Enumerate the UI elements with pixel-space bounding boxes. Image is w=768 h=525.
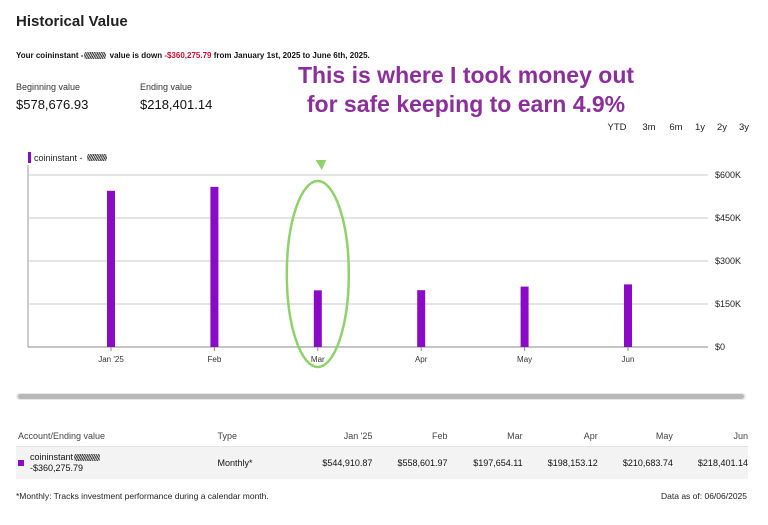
page-title: Historical Value [16, 13, 128, 30]
value-cell-apr: $198,153.12 [547, 458, 598, 468]
account-cell: coininstant -$360,275.79 [16, 452, 218, 474]
y-tick-label: $450K [715, 213, 741, 223]
legend-label: coininstant - [34, 152, 83, 163]
chart-bars [107, 186, 632, 347]
highlight-ellipse [285, 179, 351, 369]
table-header-row: Account/Ending value Type Jan '25 Feb Ma… [16, 426, 748, 447]
col-header-apr: Apr [583, 431, 598, 441]
tab-2y[interactable]: 2y [716, 122, 728, 133]
ending-value-label: Ending value [140, 82, 193, 92]
x-tick-label: Mar [311, 355, 325, 364]
y-tick-label: $0 [715, 342, 725, 352]
annotation-arrow-shaft [320, 160, 326, 168]
beginning-value-label: Beginning value [16, 82, 81, 92]
redacted-scribble [86, 154, 107, 161]
bar [417, 290, 426, 347]
bar [520, 286, 529, 347]
summary-prefix: Your coininstant - [16, 51, 84, 60]
summary-text: Your coininstant - value is down -$360,2… [16, 51, 370, 60]
summary-mid: value is down [107, 51, 165, 60]
legend-swatch [28, 152, 31, 163]
col-header-type: Type [217, 431, 238, 441]
annotation-arrow-head [315, 160, 327, 170]
account-ending-value: -$360,275.79 [30, 463, 84, 473]
col-header-mar: Mar [507, 431, 523, 441]
tab-1y[interactable]: 1y [694, 122, 706, 133]
data-as-of: Data as of: 06/06/2025 [661, 491, 748, 501]
col-header-jan: Jan '25 [343, 431, 373, 441]
chart-x-labels: Jan '25 Feb Mar Apr May Jun [98, 355, 634, 364]
y-tick-label: $300K [715, 256, 741, 266]
value-cell-feb: $558,601.97 [397, 458, 448, 468]
chart-legend: coininstant - [28, 152, 108, 163]
chart-scrollbar-thumb[interactable] [18, 394, 744, 399]
y-tick-label: $600K [715, 170, 741, 180]
value-cell-may: $210,683.74 [622, 458, 673, 468]
value-cell-jun: $218,401.14 [697, 458, 748, 468]
annotation-marks [285, 160, 351, 369]
x-tick-label: Jan '25 [98, 355, 124, 364]
value-cell-mar: $197,654.11 [473, 458, 523, 468]
table-row: coininstant -$360,275.79 Monthly* $544,9… [16, 447, 748, 479]
type-cell: Monthly* [217, 458, 253, 468]
bar [107, 190, 115, 347]
value-table: Account/Ending value Type Jan '25 Feb Ma… [16, 426, 748, 479]
summary-suffix: from January 1st, 2025 to June 6th, 2025… [211, 51, 370, 60]
footnote: *Monthly: Tracks investment performance … [16, 491, 269, 501]
x-tick-label: Jun [622, 355, 635, 364]
x-tick-label: Apr [415, 355, 428, 364]
tab-3m[interactable]: 3m [642, 122, 656, 133]
x-tick-label: May [517, 355, 532, 364]
value-cell-jan: $544,910.87 [322, 458, 373, 468]
annotation-line-2: for safe keeping to earn 4.9% [306, 91, 626, 117]
annotation-line-1: This is where I took money out [297, 62, 635, 88]
bar [210, 186, 219, 347]
col-header-feb: Feb [432, 431, 448, 441]
chart-grid [27, 165, 708, 351]
chart-y-labels: $0 $150K $300K $450K $600K [715, 170, 741, 352]
x-tick-label: Feb [208, 355, 222, 364]
tab-6m[interactable]: 6m [669, 122, 683, 133]
account-name: coininstant [30, 452, 74, 462]
col-header-account: Account/Ending value [18, 431, 106, 441]
redacted-scribble [74, 454, 101, 462]
summary-change: -$360,275.79 [164, 51, 212, 60]
account-swatch [18, 460, 24, 466]
ending-value: $218,401.14 [140, 97, 213, 112]
tab-ytd[interactable]: YTD [607, 122, 627, 133]
beginning-value: $578,676.93 [16, 97, 89, 112]
col-header-may: May [655, 431, 673, 441]
redacted-scribble [84, 52, 107, 60]
y-tick-label: $150K [715, 299, 741, 309]
time-range-tabs: YTD 3m 6m 1y 2y 3y [602, 120, 754, 135]
bar [313, 290, 322, 347]
tab-3y[interactable]: 3y [738, 122, 750, 133]
historical-value-chart: Jan '25 Feb Mar Apr May Jun $0 $150K $300K $450K… [27, 160, 741, 369]
bar [624, 284, 632, 347]
col-header-jun: Jun [733, 431, 748, 441]
